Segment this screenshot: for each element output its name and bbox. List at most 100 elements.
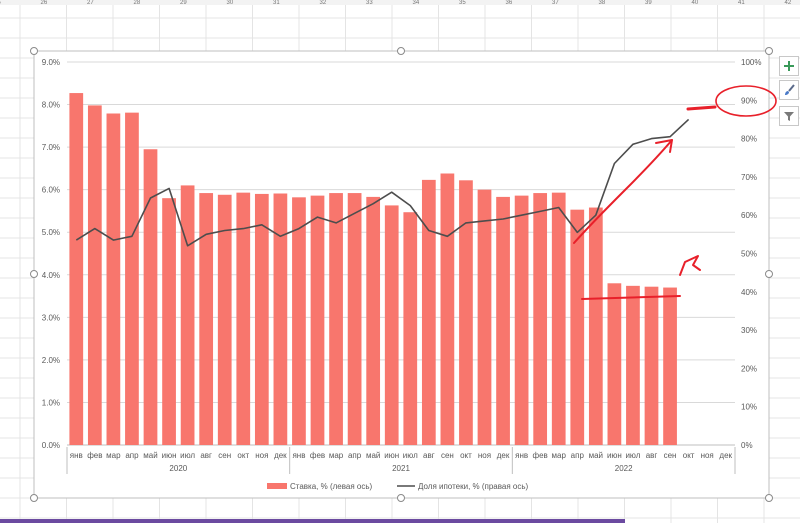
handwritten-annotations: [573, 85, 777, 300]
bar[interactable]: [421, 179, 436, 445]
bar[interactable]: [644, 286, 659, 445]
bar[interactable]: [236, 192, 251, 445]
left-tick-label: 4.0%: [42, 271, 60, 280]
x-tick-label: сен: [664, 451, 677, 460]
left-tick-label: 2.0%: [42, 356, 60, 365]
x-tick-label: июл: [625, 451, 640, 460]
x-tick-label: май: [589, 451, 603, 460]
x-tick-label: дек: [497, 451, 510, 460]
resize-handle-bottom[interactable]: [397, 494, 405, 502]
bar-series[interactable]: [69, 93, 677, 446]
bar[interactable]: [551, 192, 566, 445]
bar[interactable]: [403, 212, 418, 445]
chart-legend[interactable]: Ставка, % (левая ось) Доля ипотеки, % (п…: [267, 482, 529, 491]
column-header[interactable]: 32: [320, 0, 327, 6]
column-header[interactable]: 36: [506, 0, 513, 6]
selection-strip: [0, 519, 625, 523]
bar[interactable]: [329, 193, 343, 445]
x-tick-label: янв: [70, 451, 83, 460]
bar[interactable]: [180, 185, 195, 445]
resize-handle-bottom-right[interactable]: [765, 494, 773, 502]
left-tick-label: 9.0%: [42, 58, 60, 67]
x-tick-label: мар: [552, 451, 567, 460]
left-tick-label: 3.0%: [42, 313, 60, 322]
column-header[interactable]: 26: [41, 0, 48, 6]
x-tick-label: дек: [274, 451, 287, 460]
column-header[interactable]: 31: [273, 0, 280, 6]
column-header[interactable]: 28: [134, 0, 141, 6]
bar[interactable]: [125, 112, 139, 445]
column-header[interactable]: 38: [599, 0, 606, 6]
bar[interactable]: [459, 180, 473, 445]
bar[interactable]: [347, 193, 362, 445]
bar[interactable]: [440, 173, 455, 446]
x-tick-label: фев: [87, 451, 102, 460]
column-header[interactable]: 40: [692, 0, 699, 6]
bar[interactable]: [384, 205, 399, 445]
bar[interactable]: [533, 193, 548, 445]
column-header[interactable]: 42: [785, 0, 792, 6]
column-header-strip: [0, 0, 800, 5]
right-tick-label: 50%: [741, 250, 757, 259]
legend-swatch-bar: [267, 483, 287, 489]
chart-filters-button[interactable]: [779, 106, 799, 126]
bar[interactable]: [217, 194, 232, 445]
line-path[interactable]: [75, 118, 690, 247]
column-header[interactable]: 25: [0, 0, 1, 6]
bar[interactable]: [366, 196, 381, 445]
bar[interactable]: [310, 195, 325, 445]
bar[interactable]: [607, 283, 622, 445]
bar[interactable]: [477, 189, 492, 445]
column-header[interactable]: 41: [738, 0, 745, 6]
resize-handle-right[interactable]: [765, 270, 773, 278]
legend-label-bar: Ставка, % (левая ось): [290, 482, 373, 491]
bar[interactable]: [87, 105, 102, 445]
annotation-circle-90: [715, 85, 777, 117]
x-tick-label: ноя: [701, 451, 714, 460]
bar[interactable]: [106, 113, 121, 446]
bar[interactable]: [588, 207, 603, 445]
x-tick-label: авг: [200, 451, 212, 460]
column-header[interactable]: 34: [413, 0, 420, 6]
bar[interactable]: [199, 193, 214, 445]
column-header[interactable]: 27: [87, 0, 94, 6]
line-series[interactable]: [75, 118, 690, 247]
bar[interactable]: [162, 198, 176, 445]
left-tick-label: 0.0%: [42, 441, 60, 450]
chart-styles-button[interactable]: [779, 80, 799, 100]
column-header[interactable]: 35: [459, 0, 466, 6]
chart-elements-button[interactable]: [779, 56, 799, 76]
right-tick-label: 30%: [741, 326, 757, 335]
column-header[interactable]: 39: [645, 0, 652, 6]
bar[interactable]: [626, 285, 640, 445]
bar[interactable]: [496, 196, 510, 445]
resize-handle-top-right[interactable]: [765, 47, 773, 55]
year-label: 2022: [615, 464, 633, 473]
right-axis-ticks: 0% 10% 20% 30% 40% 50% 60% 70% 80% 90% 100%: [741, 58, 761, 450]
bar[interactable]: [570, 209, 585, 445]
column-header[interactable]: 29: [180, 0, 187, 6]
column-header[interactable]: 33: [366, 0, 373, 6]
bar[interactable]: [273, 193, 288, 445]
bar[interactable]: [254, 193, 269, 445]
x-tick-label: мар: [329, 451, 344, 460]
bar[interactable]: [663, 287, 677, 445]
bar[interactable]: [514, 195, 529, 445]
bar[interactable]: [143, 149, 158, 445]
left-tick-label: 5.0%: [42, 228, 60, 237]
x-tick-label: май: [143, 451, 157, 460]
bar[interactable]: [292, 197, 306, 445]
resize-handle-bottom-left[interactable]: [30, 494, 38, 502]
left-tick-label: 6.0%: [42, 186, 60, 195]
left-tick-label: 8.0%: [42, 101, 60, 110]
resize-handle-top-left[interactable]: [30, 47, 38, 55]
bar[interactable]: [69, 93, 84, 445]
x-tick-label: фев: [310, 451, 325, 460]
resize-handle-top[interactable]: [397, 47, 405, 55]
resize-handle-left[interactable]: [30, 270, 38, 278]
x-tick-label: авг: [423, 451, 435, 460]
column-header[interactable]: 30: [227, 0, 234, 6]
column-header[interactable]: 37: [552, 0, 559, 6]
